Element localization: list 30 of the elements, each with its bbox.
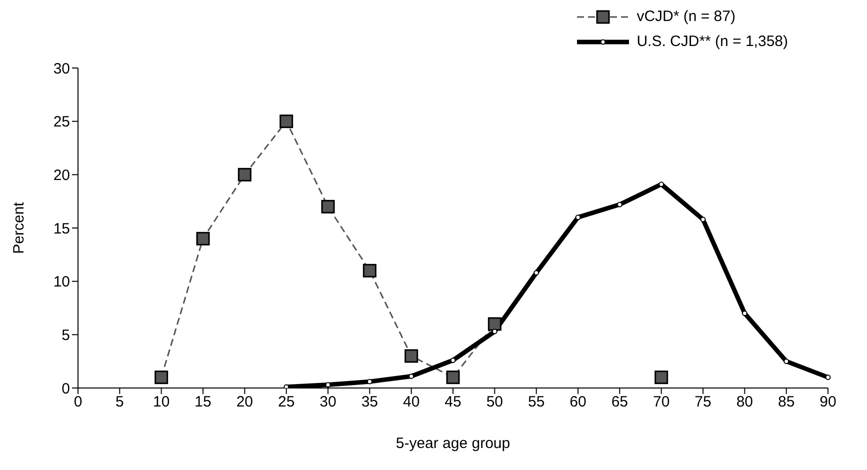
y-tick-label: 25 (53, 114, 70, 131)
x-tick-label: 20 (236, 394, 254, 411)
x-tick-label: 25 (278, 394, 295, 411)
x-tick-label: 80 (736, 394, 754, 411)
x-tick-label: 55 (528, 394, 545, 411)
y-tick-label: 20 (53, 166, 70, 184)
x-tick-label: 75 (694, 394, 712, 411)
x-tick-label: 35 (361, 394, 378, 411)
legend-label: U.S. CJD** (n = 1,358) (636, 33, 788, 50)
x-tick-label: 5 (115, 394, 124, 411)
x-tick-label: 50 (486, 394, 504, 411)
x-tick-label: 85 (778, 394, 795, 411)
x-tick-label: 45 (444, 394, 462, 411)
y-tick-label: 10 (53, 274, 70, 291)
legend-label: vCJD* (n = 87) (636, 8, 736, 25)
x-tick-label: 15 (194, 394, 212, 411)
y-tick-label: 30 (53, 60, 70, 78)
x-tick-label: 90 (820, 394, 836, 411)
x-axis-title: 5-year age group (396, 435, 510, 452)
x-tick-label: 70 (652, 394, 670, 411)
y-tick-label: 15 (53, 220, 70, 238)
x-tick-label: 30 (320, 394, 336, 411)
x-tick-label: 65 (611, 394, 628, 411)
x-tick-label: 60 (570, 394, 586, 411)
x-tick-label: 10 (152, 394, 170, 411)
x-tick-label: 0 (74, 394, 82, 411)
x-tick-label: 40 (402, 394, 420, 411)
y-tick-label: 5 (62, 326, 70, 344)
y-axis-title: Percent (10, 201, 28, 254)
y-tick-label: 0 (62, 380, 70, 398)
